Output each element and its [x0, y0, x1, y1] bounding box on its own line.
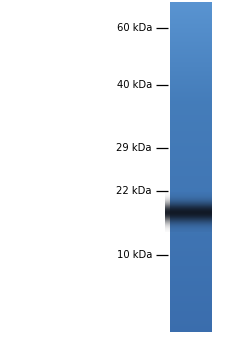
Text: 40 kDa: 40 kDa — [117, 80, 152, 90]
Text: 29 kDa: 29 kDa — [117, 143, 152, 153]
Text: 60 kDa: 60 kDa — [117, 23, 152, 33]
Text: 22 kDa: 22 kDa — [117, 186, 152, 196]
Text: 10 kDa: 10 kDa — [117, 250, 152, 260]
